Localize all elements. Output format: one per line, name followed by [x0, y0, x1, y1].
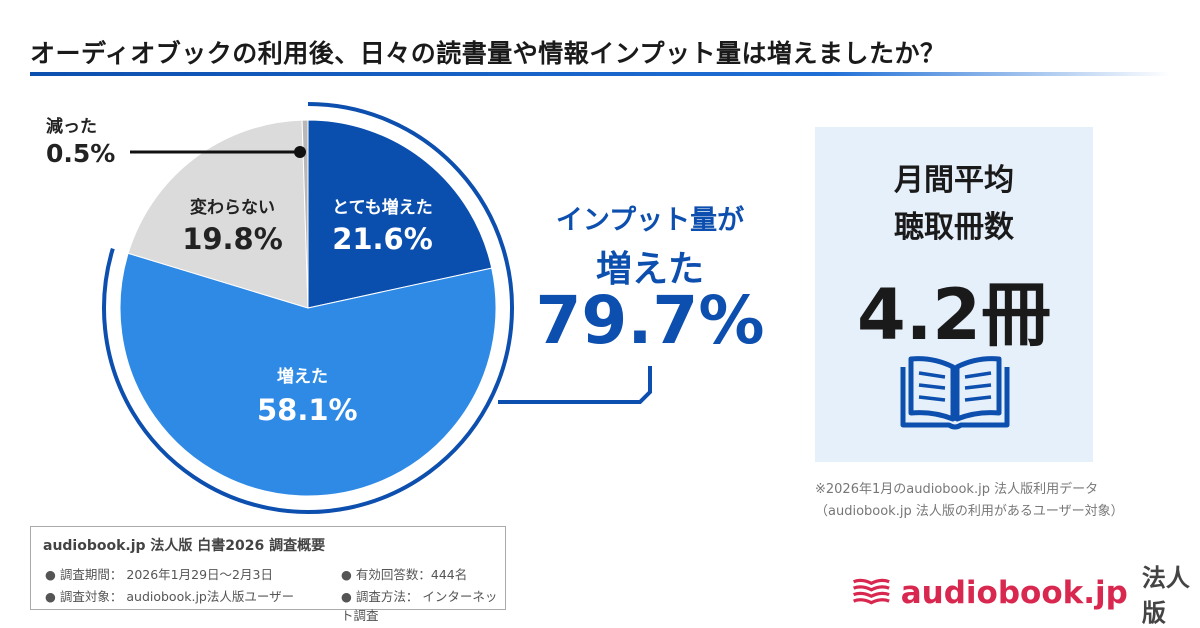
slice-name: 減った	[46, 117, 97, 137]
data-note-scope: （audiobook.jp 法人版の利用があるユーザー対象）	[815, 504, 1124, 519]
monthly-average-panel: 月間平均 聴取冊数 4.2冊	[815, 127, 1093, 462]
survey-item-text: 調査対象： audiobook.jp法人版ユーザー	[59, 589, 295, 604]
survey-item: ● 調査対象： audiobook.jp法人版ユーザー	[45, 589, 295, 604]
pie-slice	[119, 252, 497, 497]
pie-slice	[307, 119, 493, 309]
survey-item: ● 有効回答数：444名	[341, 567, 468, 582]
slice-value: 21.6%	[332, 222, 433, 256]
slice-name: とても増えた	[332, 198, 433, 218]
slice-label-increased: 増えた 58.1%	[225, 362, 358, 427]
slice-name: 増えた	[277, 367, 328, 387]
survey-item-text: 調査方法： インターネット調査	[341, 589, 498, 623]
survey-item: ● 調査期間： 2026年1月29日～2月3日	[45, 567, 273, 582]
slice-value: 58.1%	[257, 393, 358, 427]
increase-ring	[102, 102, 514, 514]
survey-heading: audiobook.jp 法人版 白書2026 調査概要	[43, 538, 326, 554]
slice-label-unchanged: 変わらない 19.8%	[170, 193, 295, 256]
callout-connector	[498, 366, 652, 404]
survey-item: ● 調査方法： インターネット調査	[341, 589, 498, 623]
survey-summary-box: audiobook.jp 法人版 白書2026 調査概要 ● 調査期間： 202…	[30, 526, 506, 623]
survey-item-text: 調査期間： 2026年1月29日～2月3日	[59, 567, 273, 582]
slice-name: 変わらない	[190, 198, 275, 218]
panel-value: 4.2冊	[856, 274, 1051, 356]
slice-value: 19.8%	[182, 222, 283, 256]
decrease-leader-dot	[294, 146, 306, 158]
slice-label-very-increased: とても増えた 21.6%	[320, 193, 445, 256]
survey-item-text: 有効回答数：444名	[355, 567, 468, 582]
slice-label-decreased: 減った 0.5%	[46, 112, 115, 168]
pie-slice	[301, 119, 309, 309]
open-book-icon	[900, 356, 1010, 430]
callout-line2: 増えた	[595, 249, 704, 290]
title-underline	[30, 72, 1170, 76]
logo-suffix: 法人版	[1141, 564, 1190, 627]
callout-line1: インプット量が	[555, 205, 745, 236]
data-note: ※2026年1月のaudiobook.jp 法人版利用データ	[815, 482, 1099, 497]
logo-text: audiobook.jp	[900, 575, 1128, 611]
pie-slice	[127, 119, 309, 309]
logo-book-icon	[853, 578, 890, 605]
pie-chart	[102, 102, 652, 514]
slice-value: 0.5%	[46, 139, 116, 168]
panel-line2: 聴取冊数	[894, 210, 1014, 245]
callout-value: 79.7%	[535, 282, 765, 359]
panel-line1: 月間平均	[894, 163, 1014, 198]
brand-logo: audiobook.jp 法人版	[852, 558, 1200, 628]
page-title: オーディオブックの利用後、日々の読書量や情報インプット量は増えましたか？	[30, 39, 946, 68]
